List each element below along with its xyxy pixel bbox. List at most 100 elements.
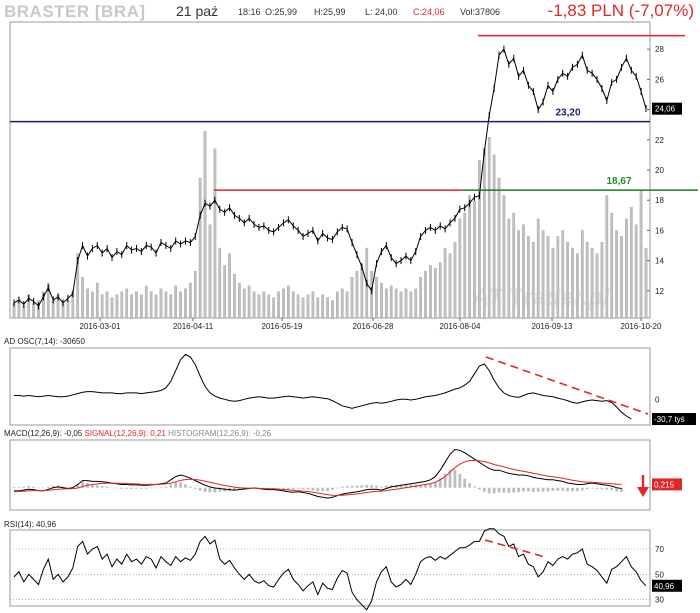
volume-bar: [595, 253, 599, 319]
macd-histogram-bar: [203, 487, 207, 492]
macd-histogram-bar: [595, 487, 599, 489]
macd-histogram-bar: [541, 487, 545, 492]
price-change: -1,83 PLN (-7,07%): [547, 1, 694, 20]
quote-close: C:24,06: [413, 7, 445, 17]
volume-bar: [639, 189, 643, 319]
macd-histogram-bar: [527, 487, 530, 492]
macd-histogram-bar: [105, 486, 109, 488]
macd-histogram-bar: [507, 487, 511, 493]
macd-histogram-bar: [233, 487, 236, 491]
adosc-title: AD OSC(7,14): -30650: [4, 337, 85, 346]
quote-date: 21 paź: [176, 3, 219, 19]
macd-histogram-bar: [590, 487, 594, 489]
macd-histogram-bar: [331, 487, 334, 490]
volume-bar: [321, 294, 325, 319]
macd-arrow-head: [637, 487, 649, 497]
macd-histogram-bar: [12, 486, 16, 488]
macd-histogram-bar: [424, 484, 427, 488]
macd-histogram-bar: [272, 487, 276, 489]
adosc-line: [14, 353, 632, 420]
rsi-last-label: 40,96: [654, 582, 675, 591]
macd-histogram-bar: [384, 485, 388, 488]
volume-bar: [46, 282, 50, 319]
volume-bar: [409, 291, 413, 319]
macd-histogram-bar: [566, 487, 570, 492]
volume-bar: [625, 218, 628, 319]
price-xtick-label: 2016-08-04: [440, 322, 481, 331]
volume-bar: [267, 294, 271, 319]
macd-histogram-bar: [213, 487, 217, 493]
macd-histogram-bar: [66, 487, 70, 488]
volume-bar: [546, 236, 550, 319]
macd-title-hist: HISTOGRAM(12,26,9): -0,26: [168, 429, 272, 438]
volume-bar: [492, 154, 496, 319]
volume-bar: [149, 291, 153, 319]
volume-bar: [610, 212, 614, 319]
volume-bar: [238, 282, 241, 319]
support-label: 23,20: [555, 108, 580, 119]
macd-histogram-bar: [46, 486, 50, 488]
price-xtick-label: 2016-03-01: [80, 322, 121, 331]
volume-bar: [95, 282, 99, 319]
macd-histogram-bar: [154, 487, 158, 489]
volume-bar: [561, 230, 565, 319]
volume-bar: [203, 131, 207, 319]
macd-histogram-bar: [482, 487, 486, 492]
volume-bar: [164, 291, 168, 319]
volume-bar: [120, 291, 124, 319]
macd-histogram-bar: [409, 484, 413, 488]
macd-histogram-bar: [404, 484, 408, 488]
volume-bar: [208, 224, 212, 319]
macd-histogram-bar: [100, 485, 104, 488]
volume-bar: [27, 294, 31, 319]
volume-bar: [502, 195, 506, 319]
rsi-panel-frame: [9, 529, 651, 607]
volume-bar: [438, 262, 442, 319]
macd-signal-line: [13, 459, 622, 496]
quote-high: H:25,99: [314, 7, 346, 17]
green-level-label: 18,67: [606, 176, 631, 187]
macd-histogram-bar: [531, 487, 535, 492]
volume-bar: [512, 212, 516, 319]
macd-histogram-bar: [95, 485, 99, 488]
volume-bar: [169, 294, 173, 319]
macd-histogram-bar: [306, 487, 310, 490]
macd-histogram-bar: [120, 487, 124, 489]
macd-histogram-bar: [561, 487, 565, 491]
macd-histogram-bar: [76, 484, 80, 488]
rsi-ytick-label: 70: [655, 545, 664, 554]
macd-histogram-bar: [169, 484, 173, 488]
macd-histogram-bar: [551, 487, 555, 491]
macd-histogram-bar: [453, 469, 457, 488]
macd-histogram-bar: [620, 487, 623, 492]
volume-bar: [590, 247, 594, 319]
volume-bar: [571, 247, 574, 319]
macd-histogram-bar: [335, 487, 339, 489]
adosc-zero-label: 0: [655, 395, 660, 404]
quote-time: 18:16: [238, 7, 261, 17]
macd-histogram-bar: [110, 487, 114, 489]
price-ytick-label: 14: [655, 257, 664, 266]
volume-bar: [42, 291, 45, 319]
volume-bar: [453, 242, 457, 319]
volume-bar: [242, 288, 246, 319]
macd-histogram-bar: [193, 487, 197, 489]
macd-histogram-bar: [159, 487, 163, 488]
macd-histogram-bar: [184, 484, 187, 488]
volume-bar: [414, 288, 418, 319]
rsi-ytick-label: 50: [655, 570, 664, 579]
macd-histogram-bar: [90, 484, 94, 488]
volume-bar: [433, 268, 437, 319]
macd-histogram-bar: [27, 486, 31, 488]
volume-bar: [600, 242, 604, 319]
macd-histogram-bar: [37, 487, 40, 489]
macd-histogram-bar: [355, 485, 359, 488]
volume-bar: [154, 294, 158, 319]
macd-histogram-bar: [610, 487, 614, 491]
macd-histogram-bar: [174, 482, 178, 488]
volume-bar: [272, 297, 276, 319]
price-ytick-label: 28: [655, 45, 664, 54]
macd-histogram-bar: [130, 487, 133, 489]
macd-histogram-bar: [536, 487, 540, 492]
ticker-symbol: BRASTER [BRA]: [4, 2, 146, 21]
